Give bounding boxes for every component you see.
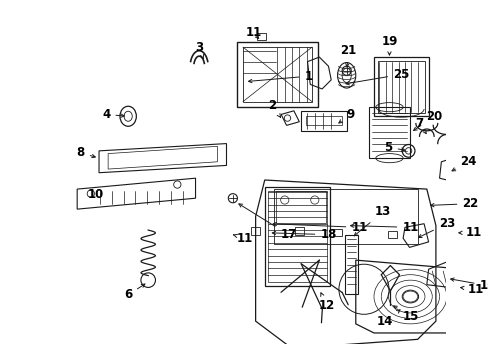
Bar [268,191,326,282]
Bar [450,229,460,237]
Bar [273,189,417,244]
Text: 21: 21 [340,44,356,67]
Text: 11: 11 [460,283,483,296]
Text: 11: 11 [245,26,262,39]
Text: 11: 11 [273,221,367,234]
Text: 4: 4 [102,108,124,121]
Text: 17: 17 [239,204,296,241]
Bar [377,61,424,113]
Text: 16: 16 [450,278,488,292]
Bar [275,191,325,223]
Text: 1: 1 [248,70,312,83]
Text: 8: 8 [77,146,95,159]
Text: 25: 25 [345,68,408,85]
Bar [250,228,260,235]
Bar [305,116,342,125]
Text: 12: 12 [318,293,334,312]
Bar [301,111,346,131]
Bar [344,235,357,294]
Text: 20: 20 [413,110,441,130]
Text: 19: 19 [381,35,397,55]
Text: 2: 2 [267,99,280,117]
Text: 10: 10 [87,188,103,201]
Bar [368,107,409,158]
Bar [237,42,317,107]
Bar [373,57,428,116]
Text: 14: 14 [376,310,399,328]
Bar [460,285,468,293]
Bar [332,229,342,237]
Bar [256,32,265,40]
Text: 13: 13 [353,205,390,236]
Text: 11: 11 [350,221,418,234]
Bar [243,47,311,102]
Bar [387,231,396,238]
Text: 11: 11 [233,232,252,245]
Text: 3: 3 [195,41,203,59]
Text: 5: 5 [384,141,404,154]
Text: 23: 23 [418,217,454,238]
Text: 11: 11 [458,226,481,239]
Text: 18: 18 [272,228,336,241]
Text: 7: 7 [415,117,426,134]
Text: 22: 22 [430,197,478,210]
Text: 24: 24 [451,155,476,171]
Text: 15: 15 [393,306,418,323]
Text: 9: 9 [338,108,354,123]
Bar [264,187,329,285]
Bar [294,228,303,235]
Text: 6: 6 [124,284,144,301]
